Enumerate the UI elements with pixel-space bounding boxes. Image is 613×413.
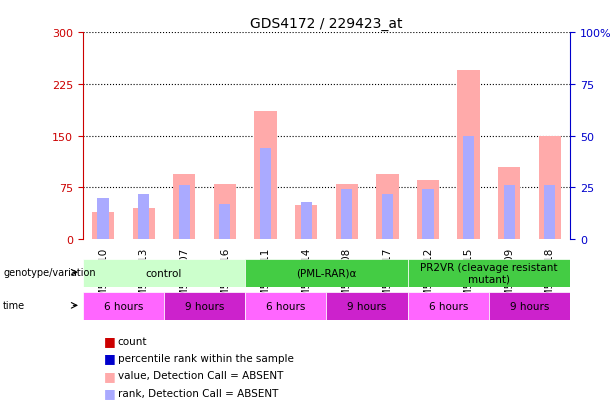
Bar [245,292,327,320]
Text: ■: ■ [104,351,116,365]
Text: percentile rank within the sample: percentile rank within the sample [118,353,294,363]
Text: value, Detection Call = ABSENT: value, Detection Call = ABSENT [118,370,283,380]
Bar [498,167,520,240]
Bar [295,205,318,240]
Bar [92,212,114,240]
Bar [341,190,352,240]
Bar [417,181,439,240]
Text: control: control [146,268,182,278]
Text: rank, Detection Call = ABSENT: rank, Detection Call = ABSENT [118,388,278,398]
Bar [83,292,164,320]
Bar [132,209,155,240]
Bar [164,292,245,320]
Bar [382,194,393,240]
Text: genotype/variation: genotype/variation [3,268,96,278]
Text: ■: ■ [104,386,116,399]
Bar [245,259,408,287]
Bar [138,194,149,240]
Text: 6 hours: 6 hours [104,301,143,311]
Bar [335,185,358,240]
Bar [219,204,230,240]
Text: 9 hours: 9 hours [510,301,549,311]
Bar [422,190,433,240]
Bar [376,174,398,240]
Text: (PML-RAR)α: (PML-RAR)α [296,268,357,278]
Bar [214,185,236,240]
Text: ■: ■ [104,369,116,382]
Text: count: count [118,336,147,346]
Bar [544,186,555,240]
Title: GDS4172 / 229423_at: GDS4172 / 229423_at [250,17,403,31]
Bar [97,198,109,240]
Bar [463,136,474,240]
Bar [173,174,196,240]
Bar [83,259,245,287]
Bar [254,112,276,240]
Text: 6 hours: 6 hours [266,301,305,311]
Bar [408,259,570,287]
Text: 9 hours: 9 hours [348,301,387,311]
Bar [539,136,561,240]
Bar [489,292,570,320]
Text: 9 hours: 9 hours [185,301,224,311]
Bar [327,292,408,320]
Text: 6 hours: 6 hours [428,301,468,311]
Bar [408,292,489,320]
Text: ■: ■ [104,334,116,347]
Bar [260,149,271,240]
Text: PR2VR (cleavage resistant
mutant): PR2VR (cleavage resistant mutant) [420,262,558,284]
Bar [457,71,480,240]
Bar [179,186,190,240]
Bar [504,186,515,240]
Text: time: time [3,301,25,311]
Bar [300,202,311,240]
